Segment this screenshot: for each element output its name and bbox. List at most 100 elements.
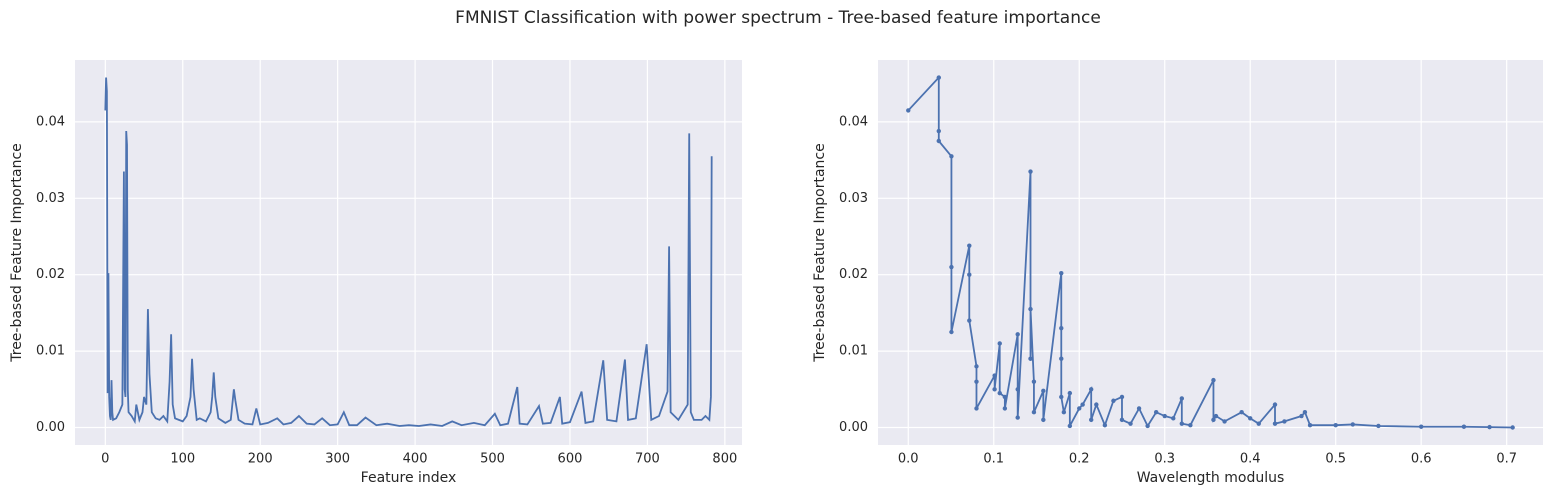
- data-point: [1089, 417, 1094, 423]
- data-point: [1211, 417, 1216, 423]
- x-axis-label: Wavelength modulus: [1137, 470, 1285, 486]
- x-tick-label: 100: [170, 452, 195, 467]
- data-point: [1213, 413, 1219, 419]
- x-tick-label: 200: [248, 452, 273, 467]
- y-tick-label: 0.01: [36, 344, 65, 359]
- data-point: [1061, 410, 1067, 415]
- x-tick-label: 0.3: [1154, 452, 1175, 467]
- data-point: [1256, 421, 1261, 426]
- data-point: [1461, 424, 1467, 429]
- data-point: [1119, 394, 1125, 400]
- data-point: [1272, 421, 1278, 426]
- data-point: [1239, 410, 1244, 415]
- data-point: [1059, 356, 1064, 361]
- data-point: [1089, 387, 1094, 392]
- data-point: [1015, 415, 1020, 420]
- data-point: [1059, 394, 1064, 400]
- x-tick-label: 0.4: [1240, 452, 1261, 467]
- data-point: [1307, 423, 1313, 428]
- data-point: [1015, 332, 1020, 337]
- data-point: [1041, 388, 1046, 394]
- data-point: [936, 75, 941, 80]
- data-point: [1179, 396, 1185, 401]
- data-point: [1028, 306, 1033, 312]
- data-point: [1059, 325, 1064, 331]
- data-point: [1002, 406, 1008, 411]
- data-point: [1282, 419, 1287, 424]
- x-tick-label: 0.7: [1496, 452, 1517, 467]
- data-point: [1510, 425, 1515, 430]
- y-tick-label: 0.03: [36, 191, 65, 206]
- data-point: [967, 272, 972, 277]
- data-point: [1487, 424, 1492, 430]
- plot-area: [75, 60, 742, 445]
- data-point: [1028, 356, 1033, 361]
- data-point: [1080, 402, 1085, 407]
- data-point: [1376, 423, 1381, 429]
- data-point: [974, 379, 979, 384]
- x-tick-label: 0.5: [1325, 452, 1346, 467]
- data-point: [1031, 379, 1037, 384]
- y-axis-label: Tree-based Feature Importance: [812, 143, 828, 363]
- x-tick-label: 0.2: [1069, 452, 1090, 467]
- y-tick-label: 0.02: [36, 267, 65, 282]
- y-tick-label: 0.04: [36, 114, 65, 129]
- data-point: [967, 318, 972, 323]
- data-point: [1002, 394, 1008, 400]
- data-point: [936, 128, 941, 134]
- data-point: [1059, 270, 1064, 276]
- figure-title: FMNIST Classification with power spectru…: [455, 8, 1101, 28]
- data-point: [1222, 419, 1227, 424]
- data-point: [1077, 406, 1082, 411]
- x-axis-label: Feature index: [361, 470, 457, 486]
- x-tick-label: 800: [712, 452, 737, 467]
- data-point: [992, 373, 997, 378]
- data-point: [1153, 410, 1159, 415]
- data-point: [1067, 390, 1073, 396]
- plot-area: [878, 60, 1543, 445]
- data-point: [1094, 402, 1099, 407]
- data-point: [1111, 398, 1116, 403]
- data-point: [1188, 423, 1193, 428]
- data-point: [1333, 423, 1338, 428]
- data-point: [1350, 422, 1355, 427]
- data-point: [1031, 410, 1037, 415]
- y-tick-label: 0.00: [36, 420, 65, 435]
- data-point: [997, 390, 1002, 396]
- data-point: [1028, 169, 1033, 174]
- data-point: [1272, 402, 1278, 407]
- x-tick-label: 0.1: [983, 452, 1004, 467]
- data-point: [1299, 413, 1304, 419]
- data-point: [1015, 387, 1020, 392]
- y-tick-label: 0.02: [839, 267, 868, 282]
- data-point: [1418, 424, 1424, 429]
- x-tick-label: 700: [635, 452, 660, 467]
- x-tick-label: 0: [101, 452, 109, 467]
- data-point: [1171, 416, 1176, 421]
- data-point: [1162, 413, 1167, 419]
- data-point: [906, 108, 911, 113]
- x-tick-label: 400: [403, 452, 428, 467]
- x-tick-label: 0.0: [898, 452, 919, 467]
- data-point: [1179, 421, 1185, 426]
- data-point: [949, 154, 954, 159]
- x-tick-label: 0.6: [1411, 452, 1432, 467]
- data-point: [1102, 423, 1108, 428]
- data-point: [936, 138, 941, 144]
- data-point: [1211, 377, 1216, 383]
- y-tick-label: 0.04: [839, 114, 868, 129]
- y-tick-label: 0.03: [839, 191, 868, 206]
- y-axis-label: Tree-based Feature Importance: [9, 143, 25, 363]
- data-line: [104, 77, 713, 427]
- data-point: [1119, 417, 1125, 423]
- data-line: [907, 75, 1513, 429]
- data-point: [1145, 423, 1150, 429]
- x-tick-label: 300: [325, 452, 350, 467]
- y-tick-label: 0.00: [839, 420, 868, 435]
- data-point: [974, 364, 979, 369]
- data-point: [974, 406, 979, 411]
- data-point: [1128, 421, 1133, 426]
- data-point: [1248, 416, 1253, 421]
- data-point: [1041, 417, 1046, 423]
